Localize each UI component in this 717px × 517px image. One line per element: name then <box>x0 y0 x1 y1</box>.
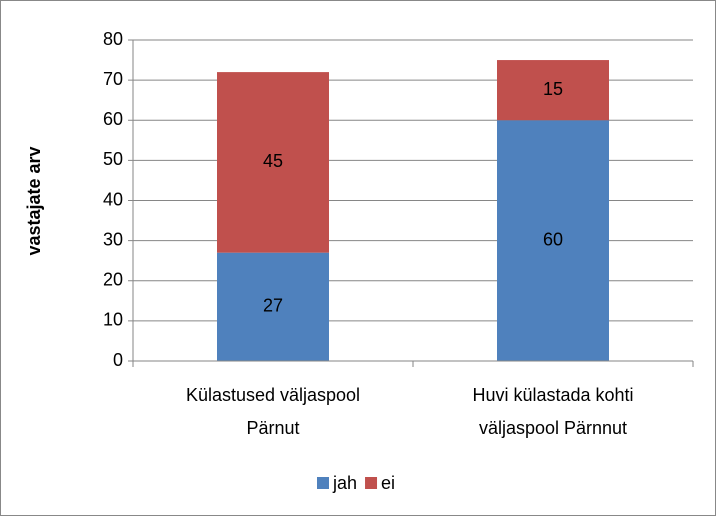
y-tick-label: 0 <box>113 350 123 370</box>
bar-segment <box>217 72 329 253</box>
bar-segment <box>217 252 329 361</box>
data-label: 27 <box>263 296 283 316</box>
data-label: 45 <box>263 151 283 171</box>
x-tick-label: Huvi külastada kohti väljaspool Pärnnut <box>472 385 633 438</box>
legend-label: jah <box>332 473 357 493</box>
y-tick-label: 60 <box>103 109 123 129</box>
y-tick-label: 30 <box>103 229 123 249</box>
data-label: 60 <box>543 229 563 249</box>
x-tick-label-line: Huvi külastada kohti <box>472 385 633 405</box>
bar-segment <box>497 120 609 361</box>
y-tick-label: 10 <box>103 310 123 330</box>
x-tick-label-line: Külastused väljaspool <box>186 385 360 405</box>
legend-label: ei <box>381 473 395 493</box>
x-tick-label-line: Pärnut <box>246 418 299 438</box>
y-tick-label: 20 <box>103 270 123 290</box>
bar-segment <box>497 60 609 121</box>
y-axis-label: vastajate arv <box>24 146 44 255</box>
x-tick-label-line: väljaspool Pärnnut <box>479 418 627 438</box>
legend-swatch <box>365 477 378 489</box>
y-tick-label: 70 <box>103 69 123 89</box>
y-tick-label: 50 <box>103 149 123 169</box>
data-label: 15 <box>543 79 563 99</box>
y-tick-label: 80 <box>103 29 123 49</box>
legend-swatch <box>317 477 329 489</box>
y-tick-label: 40 <box>103 189 123 209</box>
x-tick-label: Külastused väljaspool Pärnut <box>186 385 360 438</box>
